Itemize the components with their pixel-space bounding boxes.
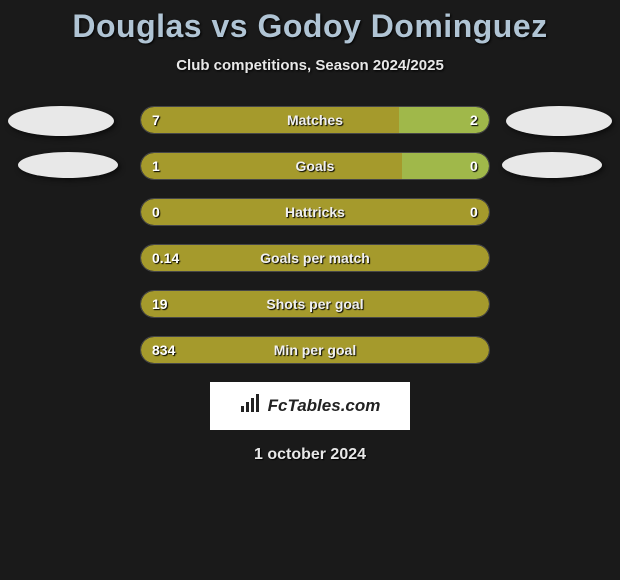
stat-value-left: 19	[152, 290, 168, 318]
stat-label: Shots per goal	[140, 290, 490, 318]
page-title: Douglas vs Godoy Dominguez	[0, 8, 620, 45]
bar-chart-icon	[240, 394, 262, 419]
stat-value-right: 0	[470, 152, 478, 180]
subtitle: Club competitions, Season 2024/2025	[0, 57, 620, 74]
stat-label: Goals per match	[140, 244, 490, 272]
stat-value-left: 0.14	[152, 244, 179, 272]
source-badge: FcTables.com	[210, 382, 410, 430]
stat-value-left: 834	[152, 336, 175, 364]
source-badge-text: FcTables.com	[268, 396, 381, 416]
stat-row: Min per goal834	[0, 336, 620, 364]
title-vs: vs	[211, 8, 248, 44]
title-player1: Douglas	[72, 8, 202, 44]
date-text: 1 october 2024	[0, 446, 620, 464]
stat-value-left: 0	[152, 198, 160, 226]
stat-row: Goals1 0	[0, 152, 620, 180]
stat-row: Hattricks0 0	[0, 198, 620, 226]
stat-label: Hattricks	[140, 198, 490, 226]
stat-value-right: 0	[470, 198, 478, 226]
stat-label: Min per goal	[140, 336, 490, 364]
stat-row: Shots per goal19	[0, 290, 620, 318]
stat-value-left: 1	[152, 152, 160, 180]
stat-row: Matches7 2	[0, 106, 620, 134]
stat-value-left: 7	[152, 106, 160, 134]
stat-label: Matches	[140, 106, 490, 134]
stat-value-right: 2	[470, 106, 478, 134]
stat-row: Goals per match0.14	[0, 244, 620, 272]
stat-label: Goals	[140, 152, 490, 180]
title-player2: Godoy Dominguez	[257, 8, 547, 44]
stats-chart: Matches72Goals10Hattricks00Goals per mat…	[0, 106, 620, 364]
